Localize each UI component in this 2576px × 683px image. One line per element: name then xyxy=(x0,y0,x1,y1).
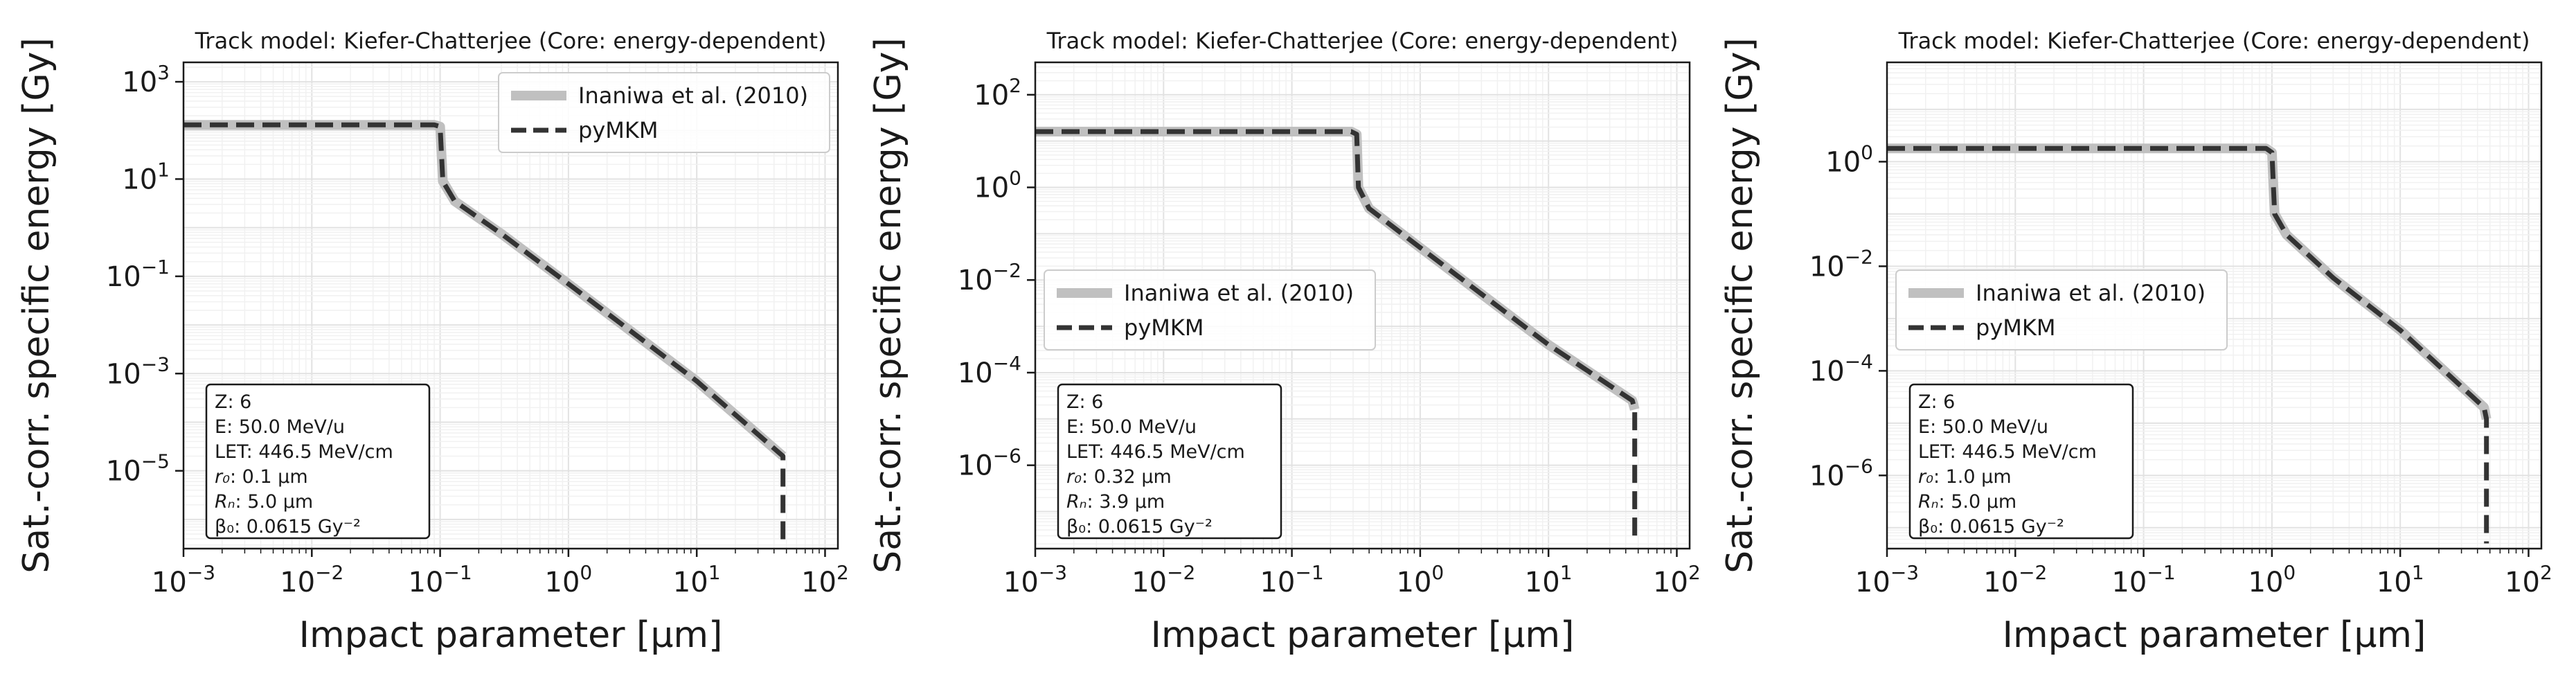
x-tick-label: 101 xyxy=(673,561,721,598)
info-box-frame xyxy=(1057,383,1282,540)
legend-box xyxy=(1895,269,2228,351)
x-tick-label: 10−3 xyxy=(1855,561,1919,598)
x-tick-label: 10−1 xyxy=(1260,561,1323,598)
chart-title: Track model: Kiefer-Chatterjee (Core: en… xyxy=(1046,28,1679,54)
info-line: E: 50.0 MeV/u xyxy=(1066,416,1197,438)
x-tick-label: 102 xyxy=(2505,561,2552,598)
legend-label: pyMKM xyxy=(578,117,658,143)
y-tick-label: 10−4 xyxy=(958,352,1021,389)
chart-panel-3: 10−3 10−2 10−1 100 101 102 100 10−2 10−4 10−6 Trac… xyxy=(1719,28,2552,656)
info-line: r₀: 0.1 μm xyxy=(215,466,308,488)
x-axis-label: Impact parameter [μm] xyxy=(299,614,723,656)
x-axis-label: Impact parameter [μm] xyxy=(2003,614,2426,656)
legend-label: Inaniwa et al. (2010) xyxy=(1124,280,1354,306)
parameter-info-box: Z: 6 E: 50.0 MeV/u LET: 446.5 MeV/cm r₀: 0.… xyxy=(1057,383,1282,540)
y-tick-label: 102 xyxy=(974,74,1021,112)
x-tick-label: 100 xyxy=(545,561,593,598)
y-tick-label: 10−3 xyxy=(106,353,170,390)
series-line-pymkm xyxy=(1035,129,1638,536)
info-line: E: 50.0 MeV/u xyxy=(215,416,345,438)
info-box-frame xyxy=(1908,383,2134,540)
legend-label: Inaniwa et al. (2010) xyxy=(1976,280,2206,306)
legend: Inaniwa et al. (2010) pyMKM xyxy=(1895,269,2228,351)
legend-label: pyMKM xyxy=(1976,314,2055,341)
parameter-info-box: Z: 6 E: 50.0 MeV/u LET: 446.5 MeV/cm r₀: 0.… xyxy=(205,383,431,540)
info-line: β₀: 0.0615 Gy⁻² xyxy=(1918,516,2064,538)
y-tick-label: 10−1 xyxy=(106,256,170,293)
x-tick-label: 101 xyxy=(1525,561,1573,598)
y-tick-label: 103 xyxy=(122,61,170,98)
y-tick-label: 10−5 xyxy=(106,450,170,488)
info-line: Z: 6 xyxy=(215,391,251,413)
axes-frame xyxy=(1034,61,1691,550)
x-tick-label: 102 xyxy=(801,561,849,598)
x-tick-label: 100 xyxy=(2248,561,2296,598)
x-tick-label: 10−1 xyxy=(408,561,472,598)
info-line: r₀: 0.32 μm xyxy=(1066,466,1172,488)
x-tick-label: 10−3 xyxy=(152,561,215,598)
parameter-info-box: Z: 6 E: 50.0 MeV/u LET: 446.5 MeV/cm r₀: 1.… xyxy=(1908,383,2134,540)
axes-frame xyxy=(182,61,839,550)
x-tick-label: 10−2 xyxy=(1132,561,1195,598)
y-axis-label: Sat.-corr. specific energy [Gy] xyxy=(868,37,909,573)
x-tick-label: 10−3 xyxy=(1003,561,1067,598)
chart-panel-2: 10−3 10−2 10−1 100 101 102 102 100 10−2 10−4 10−6 T… xyxy=(868,28,1701,656)
legend: Inaniwa et al. (2010) pyMKM xyxy=(1044,269,1376,351)
y-axis-label: Sat.-corr. specific energy [Gy] xyxy=(16,37,57,573)
chart-panel-1: 10−3 10−2 10−1 100 101 102 103 101 10−1 10−3 10−5 T… xyxy=(16,28,849,656)
x-axis-label: Impact parameter [μm] xyxy=(1151,614,1575,656)
info-line: Rₙ: 5.0 μm xyxy=(215,491,313,513)
legend-label: pyMKM xyxy=(1124,314,1204,341)
legend-label: Inaniwa et al. (2010) xyxy=(578,82,808,109)
y-tick-label: 10−4 xyxy=(1809,350,1873,387)
info-line: Rₙ: 3.9 μm xyxy=(1066,491,1165,513)
info-line: E: 50.0 MeV/u xyxy=(1918,416,2048,438)
legend: Inaniwa et al. (2010) pyMKM xyxy=(498,72,830,153)
x-tick-label: 10−2 xyxy=(1983,561,2047,598)
y-tick-label: 10−2 xyxy=(958,259,1021,296)
x-tick-label: 100 xyxy=(1397,561,1444,598)
info-line: LET: 446.5 MeV/cm xyxy=(215,441,393,463)
info-line: LET: 446.5 MeV/cm xyxy=(1918,441,2097,463)
y-tick-label: 100 xyxy=(1825,141,1873,178)
chart-title: Track model: Kiefer-Chatterjee (Core: en… xyxy=(1898,28,2530,54)
x-tick-label: 10−2 xyxy=(280,561,343,598)
info-line: Z: 6 xyxy=(1066,391,1103,413)
info-line: Rₙ: 5.0 μm xyxy=(1918,491,2016,513)
x-tick-label: 10−1 xyxy=(2111,561,2175,598)
legend-box xyxy=(498,72,830,153)
x-tick-label: 102 xyxy=(1653,561,1701,598)
info-line: r₀: 1.0 μm xyxy=(1918,466,2012,488)
y-axis-label: Sat.-corr. specific energy [Gy] xyxy=(1719,37,1761,573)
info-line: β₀: 0.0615 Gy⁻² xyxy=(215,516,361,538)
info-line: Z: 6 xyxy=(1918,391,1955,413)
info-line: β₀: 0.0615 Gy⁻² xyxy=(1066,516,1213,538)
y-tick-label: 10−2 xyxy=(1809,245,1873,283)
x-tick-label: 101 xyxy=(2377,561,2424,598)
legend-box xyxy=(1044,269,1376,351)
y-tick-label: 10−6 xyxy=(1809,454,1873,492)
series-line-pymkm xyxy=(1887,145,2489,544)
y-tick-label: 100 xyxy=(974,167,1021,204)
info-box-frame xyxy=(205,383,431,540)
axes-frame xyxy=(1886,61,2543,550)
y-tick-label: 10−6 xyxy=(958,445,1021,482)
info-line: LET: 446.5 MeV/cm xyxy=(1066,441,1245,463)
chart-title: Track model: Kiefer-Chatterjee (Core: en… xyxy=(195,28,827,54)
series-line-pymkm xyxy=(184,122,786,545)
y-tick-label: 101 xyxy=(122,158,170,195)
